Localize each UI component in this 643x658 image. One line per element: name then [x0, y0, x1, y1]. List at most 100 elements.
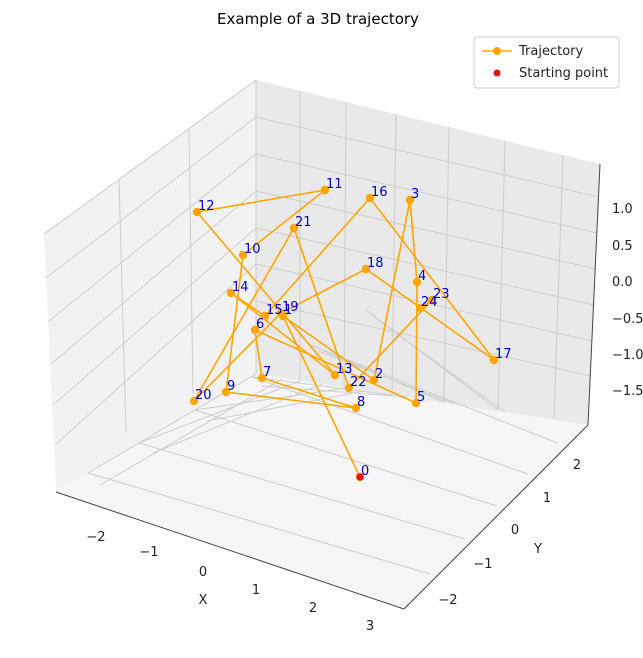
y-tick-label: −1 — [473, 557, 492, 572]
y-axis-label: Y — [533, 542, 542, 557]
point-label: 2 — [375, 367, 383, 382]
grid-back-z-1 — [255, 153, 598, 234]
grid-floor-y-2 — [194, 409, 498, 507]
grid-left-z-1 — [45, 116, 257, 279]
grid-floor-col-5 — [373, 316, 506, 413]
trajectory-point — [260, 311, 270, 321]
x-tick-label: −2 — [86, 530, 105, 545]
grid-left-z-5 — [54, 263, 257, 446]
trajectory-segment — [369, 197, 495, 361]
legend-start-label: Starting point — [519, 66, 608, 81]
grid-floor-col-1 — [152, 383, 323, 454]
trajectory-point — [427, 295, 437, 305]
grid-left-y-1 — [188, 128, 194, 395]
grid-floor-y-1 — [138, 442, 466, 540]
y-tick-label: 2 — [573, 458, 581, 473]
trajectory-point — [412, 277, 422, 287]
grid-floor-x-3 — [251, 376, 393, 396]
grid-floor-col-4 — [317, 350, 456, 405]
point-label: 17 — [495, 347, 512, 362]
starting-point-marker — [356, 473, 364, 481]
trajectory-point — [250, 325, 260, 335]
trajectory-segment — [193, 312, 282, 402]
grid-left-z-3 — [50, 190, 257, 365]
trajectory-point — [189, 396, 199, 406]
chart-title: Example of a 3D trajectory — [217, 10, 419, 28]
grid-floor-y-4 — [307, 343, 558, 444]
point-label: 22 — [350, 375, 367, 390]
grid-floor-col-0 — [99, 378, 283, 486]
trajectory-segment — [282, 315, 375, 381]
grid-back-x-3 — [443, 126, 450, 403]
point-label: 15 — [266, 303, 283, 318]
trajectory-segment — [230, 292, 266, 317]
y-tick-label: −2 — [438, 593, 457, 608]
point-label: 6 — [256, 317, 264, 332]
point-label: 23 — [433, 287, 450, 302]
point-label: 0 — [361, 464, 369, 479]
z-tick-label: −1.0 — [612, 348, 643, 363]
trajectory-point — [320, 185, 330, 195]
trajectory-point — [361, 264, 371, 274]
trajectory-segment — [415, 281, 418, 404]
grid-back-z-3 — [255, 227, 595, 306]
trajectory-point — [276, 308, 286, 318]
point-label: 20 — [195, 388, 212, 403]
trajectory-point — [330, 370, 340, 380]
grid-left-z-2 — [48, 153, 257, 322]
grid-back-x-1 — [343, 101, 347, 389]
point-label: 10 — [244, 242, 261, 257]
legend-box — [473, 36, 620, 89]
grid-floor-y-3 — [251, 376, 529, 475]
z-axis-line — [587, 163, 601, 426]
trajectory-point — [369, 375, 379, 385]
grid-floor-y-0 — [87, 472, 431, 575]
trajectory-point — [192, 207, 202, 217]
grid-floor-x-1 — [138, 380, 301, 444]
x-tick-label: 2 — [309, 601, 317, 616]
trajectory-segment — [409, 199, 418, 283]
grid-left-z-0 — [43, 79, 257, 235]
point-label: 21 — [295, 215, 312, 230]
trajectory-point — [405, 195, 415, 205]
point-label: 5 — [417, 390, 425, 405]
trajectory-point — [489, 355, 499, 365]
grid-left-y-0 — [118, 179, 127, 434]
z-tick-label: −0.5 — [612, 312, 643, 327]
grid-back-x-2 — [391, 113, 397, 396]
point-label: 14 — [232, 280, 249, 295]
trajectory-point — [351, 403, 361, 413]
grid-back-z-0 — [255, 116, 600, 198]
z-tick-label: −1.5 — [612, 384, 643, 399]
back-right-pane — [256, 80, 600, 425]
point-label: 24 — [421, 295, 438, 310]
point-label: 18 — [367, 256, 384, 271]
grid-back-z-2 — [255, 190, 597, 270]
point-label: 13 — [336, 362, 353, 377]
trajectory-point — [257, 373, 267, 383]
grid-back-x-4 — [497, 140, 506, 411]
trajectory-segment — [261, 377, 357, 409]
x-tick-label: −1 — [139, 545, 158, 560]
grid-floor-col-3 — [261, 385, 409, 398]
point-label: 1 — [284, 303, 292, 318]
trajectory-point — [365, 193, 375, 203]
trajectory-segment — [280, 268, 367, 314]
trajectory-series — [193, 189, 495, 478]
grid-floor-x-2 — [194, 387, 347, 411]
y-axis-line — [403, 424, 589, 610]
trajectory-segment — [193, 227, 295, 402]
x-tick-label: 1 — [252, 583, 260, 598]
x-tick-label: 3 — [366, 619, 374, 634]
point-label: 12 — [198, 199, 215, 214]
legend: Trajectory Starting point — [473, 36, 620, 89]
point-label: 7 — [263, 365, 271, 380]
x-tick-label: 0 — [199, 565, 207, 580]
trajectory-segment — [264, 197, 371, 317]
trajectory-segment — [254, 329, 417, 404]
grid-lines — [43, 79, 601, 610]
trajectory-point — [238, 250, 248, 260]
point-label: 16 — [371, 185, 388, 200]
trajectory-segment — [293, 227, 350, 389]
